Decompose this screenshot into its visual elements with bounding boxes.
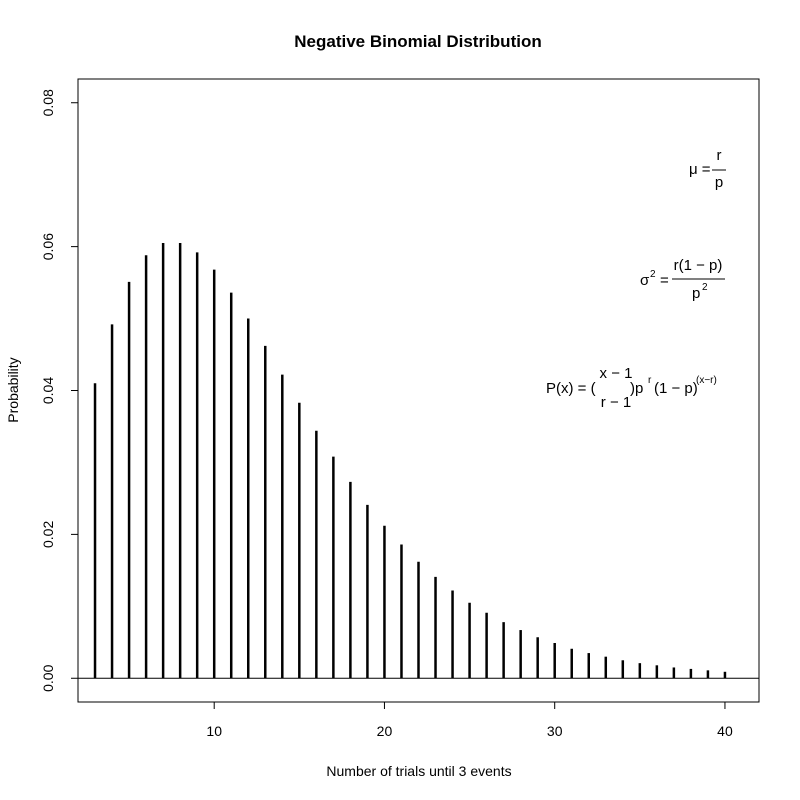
- y-tick-label-1: 0.02: [40, 521, 56, 548]
- bars-group: [93, 243, 727, 679]
- mean-denominator: p: [715, 174, 723, 191]
- x-axis-label: Number of trials until 3 events: [326, 763, 511, 779]
- pmf-lhs: P(x) = (: [546, 380, 596, 397]
- mean-numerator: r: [717, 147, 722, 164]
- variance-denominator-sup: 2: [702, 282, 708, 293]
- pmf-rhs-q: (1 − p): [654, 380, 698, 397]
- x-tick-label-20: 20: [377, 723, 393, 739]
- pmf-sup-r: r: [648, 375, 652, 386]
- x-tick-label-40: 40: [717, 723, 733, 739]
- y-tick-label-2: 0.04: [40, 377, 56, 404]
- pmf-binom-bottom: r − 1: [601, 394, 631, 411]
- variance-formula: σ 2 = r(1 − p) p 2: [640, 257, 725, 302]
- chart-title: Negative Binomial Distribution: [294, 32, 541, 51]
- y-tick-label-0: 0.00: [40, 664, 56, 691]
- pmf-rhs-p: )p: [630, 380, 643, 397]
- y-axis: 0.00 0.02 0.04 0.06 0.08: [40, 89, 78, 692]
- pmf-formula: P(x) = ( x − 1 r − 1 )p r (1 − p) (x−r): [546, 365, 717, 411]
- variance-eq: =: [660, 272, 669, 289]
- y-tick-label-4: 0.08: [40, 89, 56, 116]
- x-tick-label-10: 10: [206, 723, 222, 739]
- variance-sigma: σ: [640, 272, 650, 289]
- variance-denominator: p: [692, 285, 700, 302]
- y-tick-label-3: 0.06: [40, 233, 56, 260]
- variance-numerator: r(1 − p): [674, 257, 723, 274]
- x-axis: 10 20 30 40: [206, 702, 733, 739]
- pmf-binom-top: x − 1: [600, 365, 633, 382]
- y-axis-label: Probability: [5, 357, 21, 422]
- pmf-sup-exp: (x−r): [696, 375, 717, 386]
- mean-lhs: μ =: [689, 161, 711, 178]
- x-tick-label-30: 30: [547, 723, 563, 739]
- mean-formula: μ = r p: [689, 147, 726, 191]
- variance-sigma-sup: 2: [650, 269, 656, 280]
